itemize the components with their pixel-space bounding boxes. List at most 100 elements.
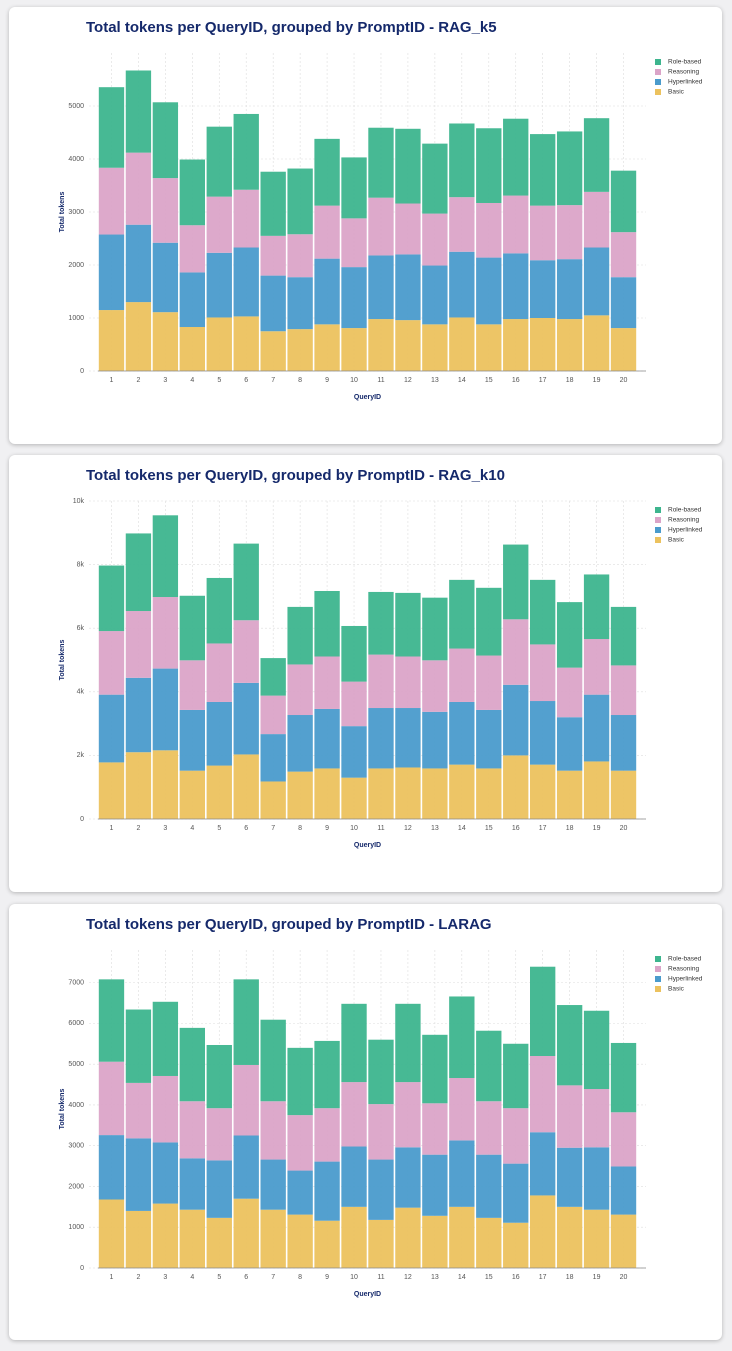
x-tick-label: 6	[244, 1274, 248, 1281]
x-tick-label: 17	[539, 377, 547, 384]
bar-segment	[314, 138, 340, 206]
bar-segment	[206, 1044, 232, 1109]
legend-swatch	[655, 89, 661, 95]
bar-segment	[610, 715, 637, 771]
y-tick-label: 7000	[68, 979, 84, 986]
bar-segment	[206, 765, 232, 819]
x-tick-label: 8	[298, 377, 302, 384]
bar-segment	[179, 1209, 205, 1268]
bar-segment	[422, 143, 448, 214]
bar-segment	[287, 277, 313, 330]
x-tick-label: 16	[512, 377, 520, 384]
legend-label: Role-based	[668, 507, 702, 514]
bar-segment	[152, 312, 179, 371]
x-tick-label: 5	[217, 825, 221, 832]
bar-segment	[179, 1101, 205, 1159]
bar-segment	[368, 654, 394, 709]
bar-segment	[368, 1219, 394, 1268]
x-tick-label: 1	[110, 825, 114, 832]
legend-label: Role-based	[668, 956, 702, 963]
bar-segment	[233, 247, 259, 317]
bar-segment	[449, 764, 475, 819]
legend-swatch	[655, 976, 661, 982]
bar-segment	[395, 708, 421, 768]
y-axis-label: Total tokens	[59, 640, 66, 681]
bar-segment	[98, 565, 125, 632]
x-tick-label: 4	[190, 1274, 194, 1281]
bar-segment	[260, 275, 286, 332]
bar-segment	[368, 127, 394, 198]
x-axis-label: QueryID	[354, 842, 381, 849]
bar-segment	[476, 1101, 502, 1155]
bar-segment	[125, 302, 152, 371]
bar-segment	[125, 611, 152, 678]
bar-segment	[503, 755, 529, 819]
bar-segment	[341, 1082, 367, 1147]
legend-swatch	[655, 69, 661, 75]
y-tick-label: 4000	[68, 1102, 84, 1109]
y-tick-label: 5000	[68, 103, 84, 110]
bar-segment	[368, 1039, 394, 1105]
bar-segment	[530, 1056, 556, 1133]
bar-segment	[287, 1214, 313, 1268]
bar-segment	[583, 191, 610, 248]
legend-label: Hyperlinked	[668, 527, 703, 534]
bar-segment	[287, 771, 313, 819]
bar-segment	[206, 126, 232, 197]
bar-segment	[583, 761, 610, 819]
x-tick-label: 17	[539, 1274, 547, 1281]
bar-segment	[287, 664, 313, 716]
bar-segment	[583, 694, 610, 762]
bar-segment	[125, 677, 152, 753]
bar-segment	[503, 118, 529, 196]
x-tick-label: 15	[485, 1274, 493, 1281]
y-tick-label: 3000	[68, 209, 84, 216]
bar-segment	[422, 1034, 448, 1104]
x-tick-label: 14	[458, 825, 466, 832]
bar-segment	[476, 324, 502, 371]
y-tick-label: 2000	[68, 1183, 84, 1190]
bar-segment	[314, 1108, 340, 1162]
y-tick-label: 6k	[77, 625, 85, 632]
bar-segment	[341, 157, 367, 219]
x-tick-label: 5	[217, 1274, 221, 1281]
bar-segment	[233, 1198, 259, 1268]
x-tick-label: 4	[190, 377, 194, 384]
bar-segment	[341, 681, 367, 727]
bar-segment	[206, 577, 232, 644]
bar-segment	[125, 152, 152, 225]
bar-segment	[476, 655, 502, 710]
bar-segment	[179, 770, 205, 819]
x-tick-label: 1	[110, 377, 114, 384]
bar-segment	[449, 1078, 475, 1141]
bar-segment	[206, 643, 232, 702]
bar-segment	[206, 196, 232, 253]
bar-segment	[476, 768, 502, 819]
chart: Total tokens per QueryID, grouped by Pro…	[59, 467, 703, 849]
x-tick-label: 7	[271, 1274, 275, 1281]
bar-segment	[422, 1103, 448, 1155]
bar-segment	[206, 1108, 232, 1161]
x-tick-label: 10	[350, 1274, 358, 1281]
bar-segment	[556, 1147, 583, 1207]
bar-segment	[233, 1135, 259, 1199]
bar-segment	[503, 1163, 529, 1223]
bar-segment	[152, 668, 179, 751]
y-tick-label: 4000	[68, 156, 84, 163]
bar-segment	[179, 225, 205, 273]
chart-title: Total tokens per QueryID, grouped by Pro…	[86, 19, 497, 36]
bar-segment	[152, 102, 179, 179]
bar-segment	[503, 1043, 529, 1109]
bar-segment	[556, 770, 583, 819]
x-tick-label: 11	[377, 377, 384, 384]
x-tick-label: 7	[271, 825, 275, 832]
bar-segment	[395, 1207, 421, 1268]
bar-segment	[583, 315, 610, 371]
bar-segment	[395, 203, 421, 255]
bar-segment	[260, 1209, 286, 1268]
bar-segment	[556, 602, 583, 668]
bar-segment	[556, 717, 583, 771]
bar-segment	[314, 590, 340, 657]
chart: Total tokens per QueryID, grouped by Pro…	[59, 916, 703, 1298]
bar-segment	[610, 1214, 637, 1268]
